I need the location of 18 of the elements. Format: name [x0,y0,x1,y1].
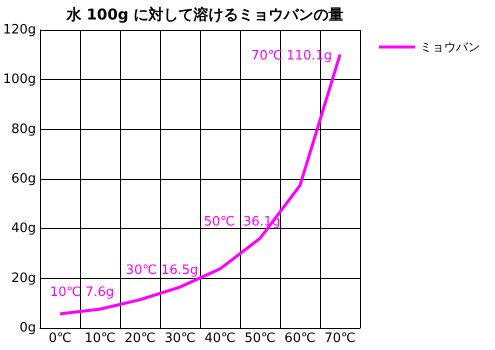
y-tick-label: 60g [11,172,36,186]
x-tick-label: 70℃ [324,331,356,346]
y-tick-label: 120g [2,22,36,38]
annotation: 30℃ 16.5g [126,263,198,278]
x-tick-label: 10℃ [84,331,116,346]
y-tick-label: 100g [2,72,36,88]
x-tick-label: 40℃ [204,331,236,346]
y-tick-label: 20g [11,270,36,286]
legend-label: ミョウバン [420,40,480,54]
x-tick-label: 60℃ [284,331,316,346]
y-tick-label: 80g [11,122,36,137]
x-tick-label: 20℃ [124,331,156,346]
x-tick-label: 30℃ [164,331,196,346]
x-tick-label: 0℃ [48,331,72,346]
y-tick-label: 0g [20,320,36,336]
chart-title: 水 100g に対して溶けるミョウバンの量 [65,6,344,24]
x-tick-label: 50℃ [244,331,276,346]
y-tick-label: 40g [11,221,36,236]
